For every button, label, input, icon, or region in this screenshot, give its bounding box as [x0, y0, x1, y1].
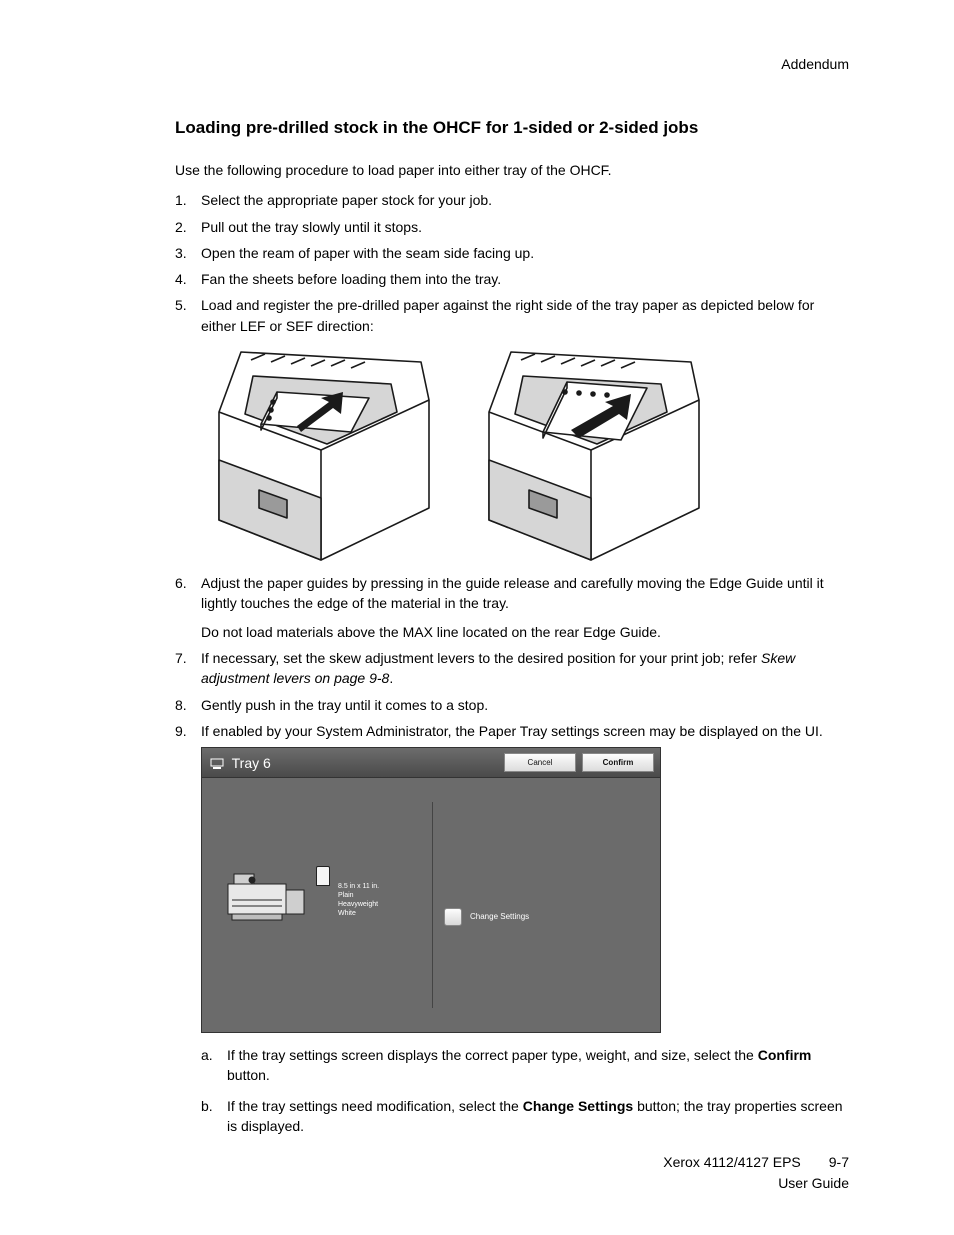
step-6-text-b: Do not load materials above the MAX line…	[201, 622, 849, 642]
section-title: Loading pre-drilled stock in the OHCF fo…	[175, 118, 849, 138]
ui-titlebar: Tray 6 Cancel Confirm	[202, 748, 660, 778]
footer-product: Xerox 4112/4127 EPS	[663, 1152, 801, 1172]
step-1-text: Select the appropriate paper stock for y…	[201, 192, 492, 208]
paper-type: Plain	[338, 891, 379, 900]
sub-b-pre: If the tray settings need modification, …	[227, 1098, 523, 1114]
step-9-text: If enabled by your System Administrator,…	[201, 723, 823, 739]
change-settings-label: Change Settings	[470, 911, 529, 923]
tray-sef-illustration	[471, 340, 701, 565]
step-6: Adjust the paper guides by pressing in t…	[175, 573, 849, 642]
step-3: Open the ream of paper with the seam sid…	[175, 243, 849, 263]
paper-color: White	[338, 909, 379, 918]
sub-b: b. If the tray settings need modificatio…	[201, 1096, 849, 1137]
tray-lef-illustration	[201, 340, 431, 565]
paper-orientation-icon	[316, 866, 330, 886]
change-settings-button[interactable]	[444, 908, 462, 926]
ui-tray-settings-screenshot: Tray 6 Cancel Confirm	[201, 747, 661, 1033]
ui-divider	[432, 802, 433, 1008]
sub-a-bold: Confirm	[758, 1047, 812, 1063]
step-3-text: Open the ream of paper with the seam sid…	[201, 245, 534, 261]
step-8-text: Gently push in the tray until it comes t…	[201, 697, 488, 713]
intro-text: Use the following procedure to load pape…	[175, 160, 849, 180]
step-2-text: Pull out the tray slowly until it stops.	[201, 219, 422, 235]
step-5: Load and register the pre-drilled paper …	[175, 295, 849, 565]
sub-a-marker: a.	[201, 1045, 213, 1065]
step-7-text-c: .	[389, 670, 393, 686]
footer-page: 9-7	[829, 1152, 849, 1172]
sub-steps: a. If the tray settings screen displays …	[201, 1045, 849, 1136]
ui-titlebar-buttons: Cancel Confirm	[504, 753, 654, 773]
page-footer: Xerox 4112/4127 EPS 9-7 User Guide	[663, 1152, 849, 1193]
step-7-text-a: If necessary, set the skew adjustment le…	[201, 650, 761, 666]
paper-size: 8.5 in x 11 in.	[338, 882, 379, 891]
step-6-text-a: Adjust the paper guides by pressing in t…	[201, 575, 824, 611]
header-addendum: Addendum	[175, 56, 849, 72]
step-4: Fan the sheets before loading them into …	[175, 269, 849, 289]
step-9: If enabled by your System Administrator,…	[175, 721, 849, 1136]
cancel-button[interactable]: Cancel	[504, 753, 576, 773]
tray-title-icon	[210, 757, 224, 771]
step-8: Gently push in the tray until it comes t…	[175, 695, 849, 715]
sub-b-marker: b.	[201, 1096, 213, 1116]
sub-a-pre: If the tray settings screen displays the…	[227, 1047, 758, 1063]
confirm-button[interactable]: Confirm	[582, 753, 654, 773]
step-4-text: Fan the sheets before loading them into …	[201, 271, 501, 287]
ui-title-text: Tray 6	[232, 755, 271, 771]
step-1: Select the appropriate paper stock for y…	[175, 190, 849, 210]
figure-row	[201, 340, 849, 565]
step-5-text: Load and register the pre-drilled paper …	[201, 297, 814, 333]
figure-lef	[201, 340, 431, 565]
sub-a: a. If the tray settings screen displays …	[201, 1045, 849, 1086]
step-7: If necessary, set the skew adjustment le…	[175, 648, 849, 689]
sub-a-post: button.	[227, 1067, 270, 1083]
ui-body: 8.5 in x 11 in. Plain Heavyweight White …	[202, 778, 660, 1032]
paper-weight: Heavyweight	[338, 900, 379, 909]
ui-title: Tray 6	[210, 753, 271, 773]
paper-info: 8.5 in x 11 in. Plain Heavyweight White	[338, 882, 379, 918]
figure-sef	[471, 340, 701, 565]
change-settings-row: Change Settings	[444, 908, 529, 926]
sub-b-bold: Change Settings	[523, 1098, 633, 1114]
footer-doc: User Guide	[663, 1173, 849, 1193]
steps-list: Select the appropriate paper stock for y…	[175, 190, 849, 1136]
printer-icon	[226, 870, 308, 924]
step-2: Pull out the tray slowly until it stops.	[175, 217, 849, 237]
